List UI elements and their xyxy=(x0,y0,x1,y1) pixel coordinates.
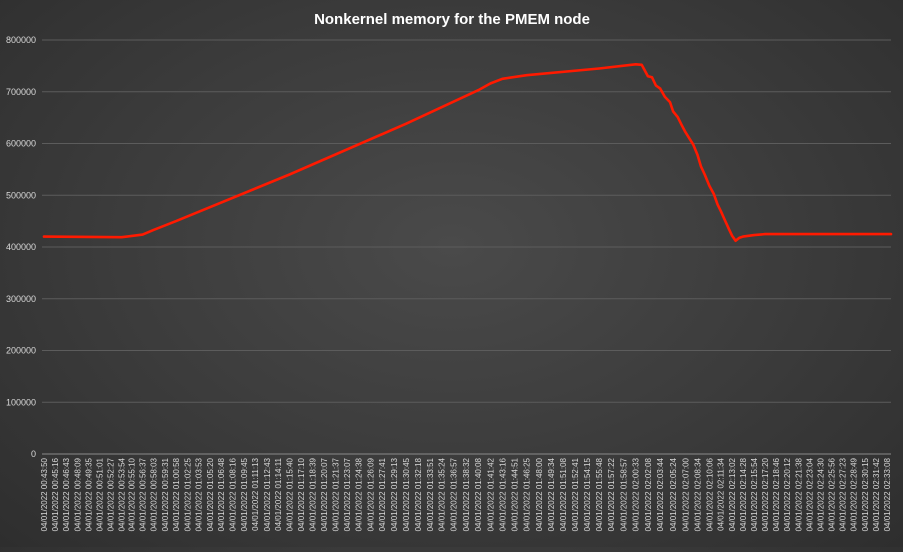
x-tick-label: 04/01/2022 00:43:50 xyxy=(40,457,49,531)
x-tick-label: 04/01/2022 01:38:32 xyxy=(462,457,471,531)
x-tick-label: 04/01/2022 01:20:07 xyxy=(320,457,329,531)
x-tick-label: 04/01/2022 01:06:48 xyxy=(217,457,226,531)
x-tick-layer: 04/01/2022 00:43:50 04/01/2022 00:45:16 04… xyxy=(40,457,892,531)
x-tick-label: 04/01/2022 02:31:42 xyxy=(872,457,881,531)
x-tick-label: 04/01/2022 01:08:16 xyxy=(228,457,237,531)
x-tick-label: 04/01/2022 01:26:09 xyxy=(366,457,375,531)
x-tick-label: 04/01/2022 02:17:20 xyxy=(761,457,770,531)
x-tick-label: 04/01/2022 01:46:25 xyxy=(523,457,532,531)
x-tick-label: 04/01/2022 02:05:24 xyxy=(669,457,678,531)
x-tick-label: 04/01/2022 02:30:15 xyxy=(861,457,870,531)
x-tick-label: 04/01/2022 01:41:42 xyxy=(486,457,495,531)
x-tick-label: 04/01/2022 01:52:41 xyxy=(571,457,580,531)
x-tick-label: 04/01/2022 02:11:34 xyxy=(717,457,726,530)
chart-title: Nonkernel memory for the PMEM node xyxy=(314,11,590,28)
x-tick-label: 04/01/2022 02:20:12 xyxy=(783,457,792,531)
x-tick-label: 04/01/2022 02:03:44 xyxy=(656,457,665,531)
x-tick-label: 04/01/2022 01:29:13 xyxy=(390,457,399,531)
x-tick-label: 04/01/2022 00:55:10 xyxy=(127,457,136,531)
x-tick-label: 04/01/2022 00:52:27 xyxy=(106,457,115,531)
y-tick-layer: 0 100000 200000 300000 400000 500000 600000 700… xyxy=(6,35,36,459)
x-tick-label: 04/01/2022 02:10:06 xyxy=(705,457,714,531)
y-tick-label: 100000 xyxy=(6,397,36,407)
x-tick-label: 04/01/2022 00:51:01 xyxy=(95,457,104,531)
x-tick-label: 04/01/2022 01:49:34 xyxy=(547,457,556,531)
x-tick-label: 04/01/2022 02:15:54 xyxy=(750,457,759,531)
x-tick-label: 04/01/2022 01:12:43 xyxy=(263,457,272,531)
x-tick-label: 04/01/2022 00:58:03 xyxy=(150,457,159,531)
x-tick-label: 04/01/2022 02:21:38 xyxy=(794,457,803,531)
x-tick-label: 04/01/2022 00:49:35 xyxy=(84,457,93,531)
x-tick-label: 04/01/2022 00:46:43 xyxy=(62,457,71,531)
x-tick-label: 04/01/2022 01:09:45 xyxy=(240,457,249,531)
x-tick-label: 04/01/2022 01:11:13 xyxy=(251,457,260,530)
x-tick-label: 04/01/2022 02:08:34 xyxy=(694,457,703,531)
x-tick-label: 04/01/2022 01:30:45 xyxy=(402,457,411,531)
x-tick-label: 04/01/2022 01:05:20 xyxy=(206,457,215,531)
x-tick-label: 04/01/2022 02:14:28 xyxy=(739,457,748,531)
x-tick-label: 04/01/2022 01:51:08 xyxy=(559,457,568,531)
x-tick-label: 04/01/2022 01:55:48 xyxy=(595,457,604,531)
x-tick-label: 04/01/2022 01:57:22 xyxy=(607,457,616,531)
x-tick-label: 04/01/2022 01:40:08 xyxy=(474,457,483,531)
x-tick-label: 04/01/2022 01:18:39 xyxy=(309,457,318,531)
x-tick-label: 04/01/2022 01:32:18 xyxy=(414,457,423,531)
x-tick-label: 04/01/2022 02:28:49 xyxy=(850,457,859,531)
y-tick-label: 500000 xyxy=(6,190,36,200)
y-tick-label: 600000 xyxy=(6,139,36,149)
x-tick-label: 04/01/2022 02:13:02 xyxy=(728,457,737,531)
x-tick-label: 04/01/2022 01:15:40 xyxy=(286,457,295,531)
x-tick-label: 04/01/2022 01:33:51 xyxy=(426,457,435,531)
x-tick-label: 04/01/2022 02:24:30 xyxy=(816,457,825,531)
x-tick-label: 04/01/2022 01:44:51 xyxy=(511,457,520,531)
y-tick-label: 200000 xyxy=(6,346,36,356)
x-tick-label: 04/01/2022 01:58:57 xyxy=(619,457,628,531)
x-tick-label: 04/01/2022 02:33:08 xyxy=(883,457,892,531)
x-tick-label: 04/01/2022 01:43:16 xyxy=(498,457,507,531)
x-tick-label: 04/01/2022 01:54:15 xyxy=(583,457,592,531)
x-tick-label: 04/01/2022 02:23:04 xyxy=(805,457,814,531)
x-tick-label: 04/01/2022 02:27:23 xyxy=(839,457,848,531)
x-tick-label: 04/01/2022 01:00:58 xyxy=(172,457,181,531)
x-tick-label: 04/01/2022 02:02:08 xyxy=(644,457,653,531)
x-tick-label: 04/01/2022 00:45:16 xyxy=(51,457,60,531)
x-tick-label: 04/01/2022 01:21:37 xyxy=(331,457,340,531)
x-tick-label: 04/01/2022 01:36:57 xyxy=(450,457,459,531)
y-tick-label: 400000 xyxy=(6,242,36,252)
x-tick-label: 04/01/2022 00:56:37 xyxy=(139,457,148,531)
x-tick-label: 04/01/2022 01:23:07 xyxy=(343,457,352,531)
x-tick-label: 04/01/2022 01:27:41 xyxy=(378,457,387,531)
x-tick-label: 04/01/2022 01:17:10 xyxy=(297,457,306,531)
x-tick-label: 04/01/2022 01:02:25 xyxy=(183,457,192,531)
series-layer xyxy=(42,63,893,243)
x-tick-label: 04/01/2022 02:18:46 xyxy=(772,457,781,531)
grid-layer xyxy=(42,39,891,455)
x-tick-label: 04/01/2022 01:48:00 xyxy=(535,457,544,531)
x-tick-label: 04/01/2022 02:00:33 xyxy=(632,457,641,531)
x-tick-label: 04/01/2022 01:24:38 xyxy=(355,457,364,531)
y-tick-label: 800000 xyxy=(6,35,36,45)
x-tick-label: 04/01/2022 02:07:00 xyxy=(681,457,690,531)
x-tick-label: 04/01/2022 00:53:54 xyxy=(118,457,127,531)
x-tick-label: 04/01/2022 00:59:31 xyxy=(161,457,170,531)
x-tick-label: 04/01/2022 00:48:09 xyxy=(73,457,82,531)
x-tick-label: 04/01/2022 01:14:11 xyxy=(274,457,283,530)
y-tick-label: 300000 xyxy=(6,294,36,304)
series-line-0 xyxy=(42,63,893,243)
x-tick-label: 04/01/2022 02:25:56 xyxy=(827,457,836,531)
y-tick-label: 0 xyxy=(31,449,36,459)
x-tick-label: 04/01/2022 01:03:53 xyxy=(195,457,204,531)
y-tick-label: 700000 xyxy=(6,87,36,97)
x-tick-label: 04/01/2022 01:35:24 xyxy=(438,457,447,531)
